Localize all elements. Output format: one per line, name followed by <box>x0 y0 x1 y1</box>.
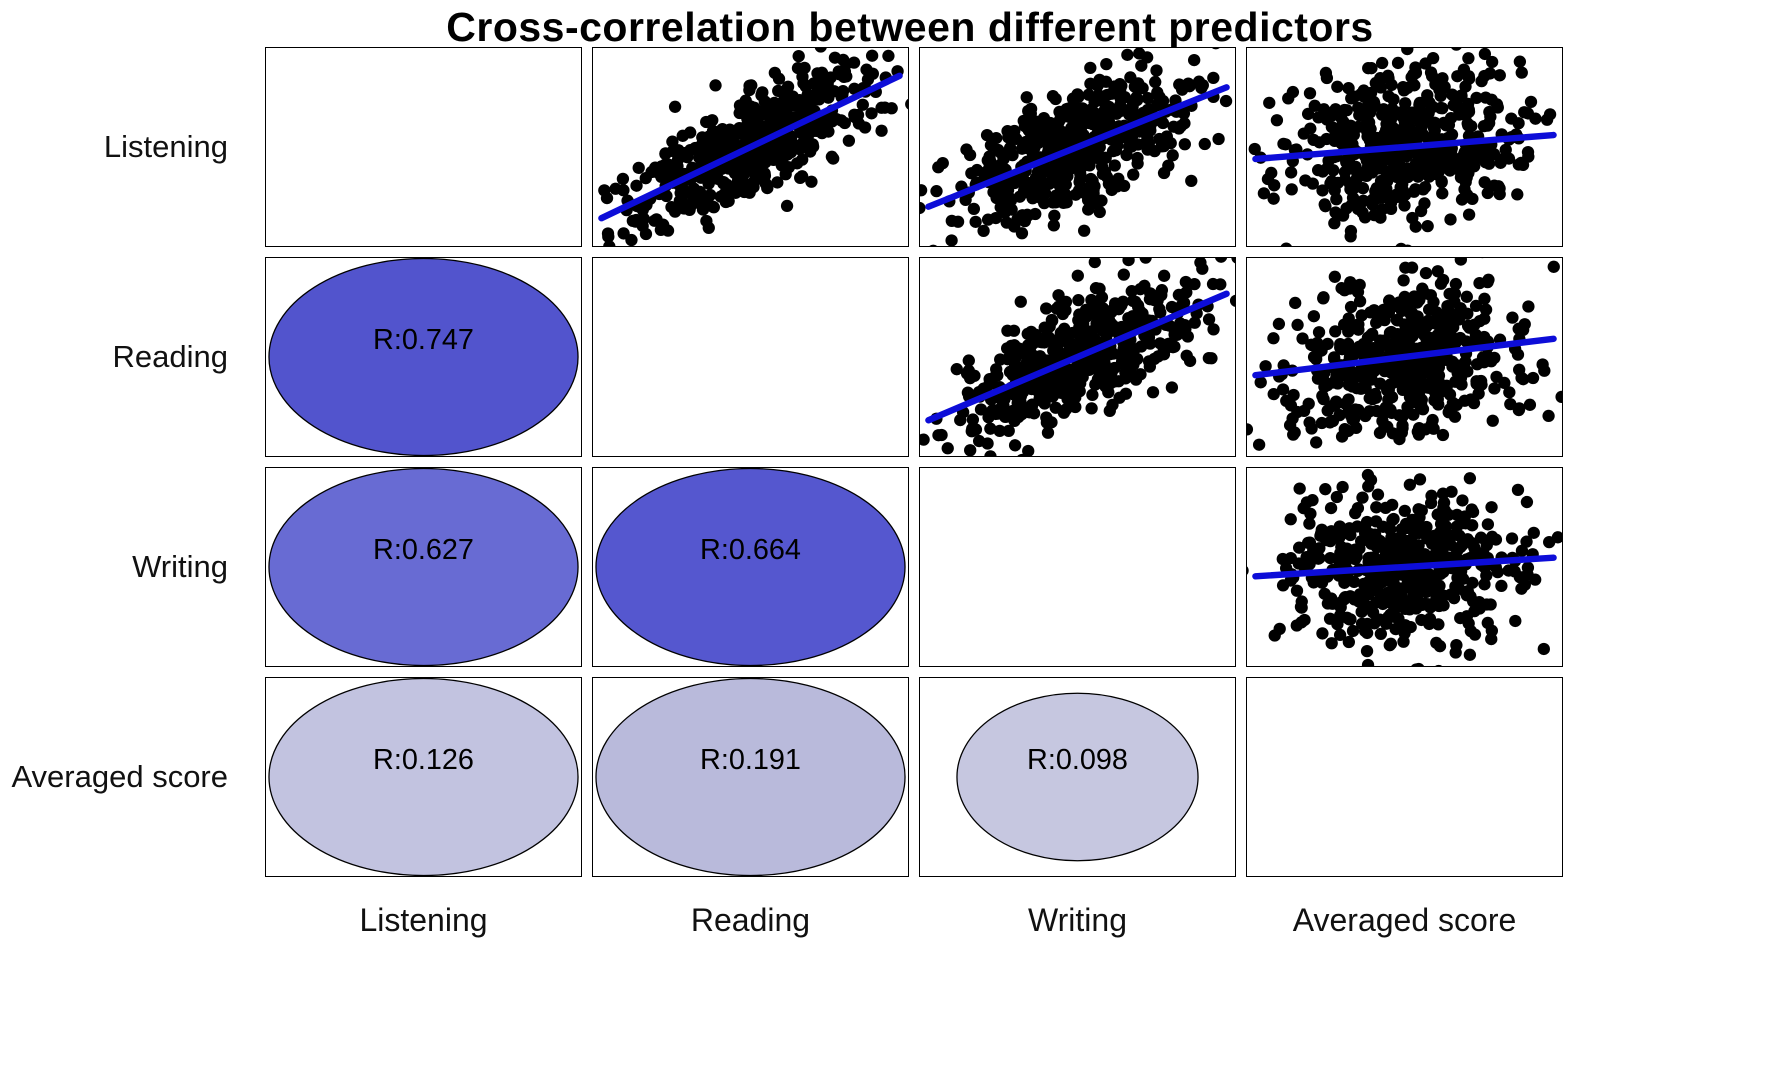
row-label-reading: Reading <box>112 339 228 374</box>
scatter-panel <box>1247 468 1562 666</box>
scatter-panel <box>920 258 1235 456</box>
panel-averaged-score-vs-reading: R:0.191 <box>592 677 909 877</box>
panel-writing-vs-writing <box>919 467 1236 667</box>
col-axis-labels: Listening Reading Writing Averaged score <box>265 902 1563 939</box>
col-label-listening: Listening <box>359 902 488 938</box>
scatter-panel <box>1247 258 1562 451</box>
scatter-panel <box>598 48 908 246</box>
row-label-averaged-score: Averaged score <box>11 759 228 794</box>
correlation-ellipse-panel: R:0.191 <box>595 678 906 876</box>
scatter-panel <box>920 48 1233 246</box>
panel-reading-vs-reading <box>592 257 909 457</box>
correlation-ellipse-panel: R:0.126 <box>268 678 579 876</box>
regression-line <box>925 290 1230 424</box>
panel-listening-vs-reading <box>592 47 909 247</box>
correlation-value-label: R:0.627 <box>373 534 474 566</box>
correlation-ellipse-panel: R:0.098 <box>956 692 1199 862</box>
panel-averaged-score-vs-averaged-score <box>1246 677 1563 877</box>
panel-writing-vs-reading: R:0.664 <box>592 467 909 667</box>
row-label-listening: Listening <box>103 129 228 164</box>
chart-title: Cross-correlation between different pred… <box>446 4 1374 50</box>
correlation-ellipse <box>268 468 579 666</box>
panel-writing-vs-averaged-score <box>1246 467 1563 667</box>
col-label-averaged-score: Averaged score <box>1292 902 1517 938</box>
row-axis-labels: Listening Reading Writing Averaged score <box>0 47 250 877</box>
correlation-ellipse-panel: R:0.627 <box>268 468 579 666</box>
panel-listening-vs-listening <box>265 47 582 247</box>
panel-reading-vs-listening: R:0.747 <box>265 257 582 457</box>
scatter-panel <box>1248 48 1557 246</box>
panel-averaged-score-vs-listening: R:0.126 <box>265 677 582 877</box>
regression-line <box>1252 554 1557 580</box>
regression-line <box>598 72 903 222</box>
regression-line <box>925 84 1230 210</box>
row-label-writing: Writing <box>132 549 228 584</box>
col-label-reading: Reading <box>690 902 811 938</box>
correlation-ellipse <box>268 258 579 456</box>
correlation-ellipse <box>268 678 579 876</box>
panel-reading-vs-writing <box>919 257 1236 457</box>
correlation-ellipse <box>956 692 1199 862</box>
panel-reading-vs-averaged-score <box>1246 257 1563 457</box>
correlation-value-label: R:0.191 <box>700 744 801 776</box>
correlation-value-label: R:0.126 <box>373 744 474 776</box>
regression-line <box>1252 335 1557 379</box>
panel-averaged-score-vs-writing: R:0.098 <box>919 677 1236 877</box>
regression-line <box>1252 131 1557 163</box>
panel-listening-vs-writing <box>919 47 1236 247</box>
correlation-value-label: R:0.664 <box>700 534 801 566</box>
scatter-points <box>1248 48 1557 246</box>
correlation-ellipse <box>595 678 906 876</box>
correlation-ellipse-panel: R:0.664 <box>595 468 906 666</box>
panel-writing-vs-listening: R:0.627 <box>265 467 582 667</box>
scatter-points <box>1247 258 1562 451</box>
pairs-grid: R:0.747 R:0.627 R:0.664 R:0.126 R:0.191 R:0.0… <box>265 47 1563 877</box>
panel-listening-vs-averaged-score <box>1246 47 1563 247</box>
correlation-ellipse-panel: R:0.747 <box>268 258 579 456</box>
correlation-value-label: R:0.098 <box>1027 744 1128 776</box>
correlation-value-label: R:0.747 <box>373 324 474 356</box>
col-label-writing: Writing <box>1028 902 1127 938</box>
correlation-ellipse <box>595 468 906 666</box>
